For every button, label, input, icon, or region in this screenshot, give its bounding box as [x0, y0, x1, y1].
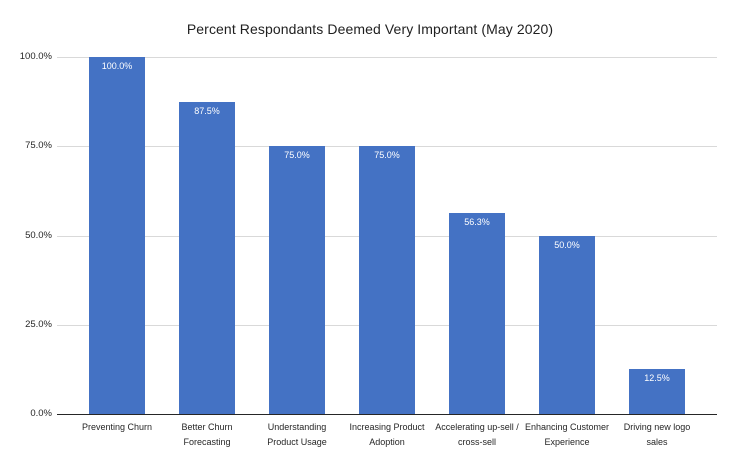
x-tick-label: Driving new logo sales: [623, 422, 691, 447]
bar-slot: 50.0%: [522, 57, 612, 414]
bar: 50.0%: [539, 235, 595, 414]
chart-title: Percent Respondants Deemed Very Importan…: [186, 21, 554, 37]
bar: 75.0%: [359, 146, 415, 414]
bar-value-label: 75.0%: [374, 150, 400, 161]
bar: 75.0%: [269, 146, 325, 414]
plot-area: 100.0% 87.5% 75.0% 75.0% 56.3% 50.0%: [57, 57, 717, 415]
y-tick-label: 50.0%: [25, 230, 52, 241]
y-tick-label: 0.0%: [30, 408, 52, 419]
bar-value-label: 50.0%: [554, 239, 580, 250]
bar: 56.3%: [449, 213, 505, 414]
bar-slot: 75.0%: [342, 57, 432, 414]
y-tick-label: 100.0%: [19, 51, 52, 62]
gridline: [57, 57, 717, 58]
bar-slot: 75.0%: [252, 57, 342, 414]
bar-value-label: 12.5%: [644, 373, 670, 384]
bar-value-label: 56.3%: [464, 217, 490, 228]
bar: 87.5%: [179, 101, 235, 414]
y-tick-label: 75.0%: [25, 140, 52, 151]
bar: 12.5%: [629, 369, 685, 414]
y-tick-label: 25.0%: [25, 319, 52, 330]
bar-slot: 56.3%: [432, 57, 522, 414]
x-tick-label: Understanding Product Usage: [267, 422, 327, 447]
x-tick-label: Increasing Product Adoption: [349, 422, 425, 447]
bar-value-label: 75.0%: [284, 150, 310, 161]
x-axis-line: [57, 414, 717, 415]
x-tick-label: Preventing Churn: [81, 422, 153, 432]
bar-slot: 12.5%: [612, 57, 702, 414]
bar-series: 100.0% 87.5% 75.0% 75.0% 56.3% 50.0%: [72, 57, 702, 414]
bar-slot: 100.0%: [72, 57, 162, 414]
x-tick-label: Enhancing Customer Experience: [524, 422, 610, 447]
bar-slot: 87.5%: [162, 57, 252, 414]
bar-value-label: 87.5%: [194, 105, 220, 116]
x-axis: Preventing Churn Better Churn Forecastin…: [72, 420, 702, 450]
bar: 100.0%: [89, 57, 145, 414]
x-tick-label: Better Churn Forecasting: [181, 422, 233, 447]
x-tick-label: Accelerating up-sell / cross-sell: [435, 422, 519, 447]
bar-value-label: 100.0%: [101, 61, 133, 71]
